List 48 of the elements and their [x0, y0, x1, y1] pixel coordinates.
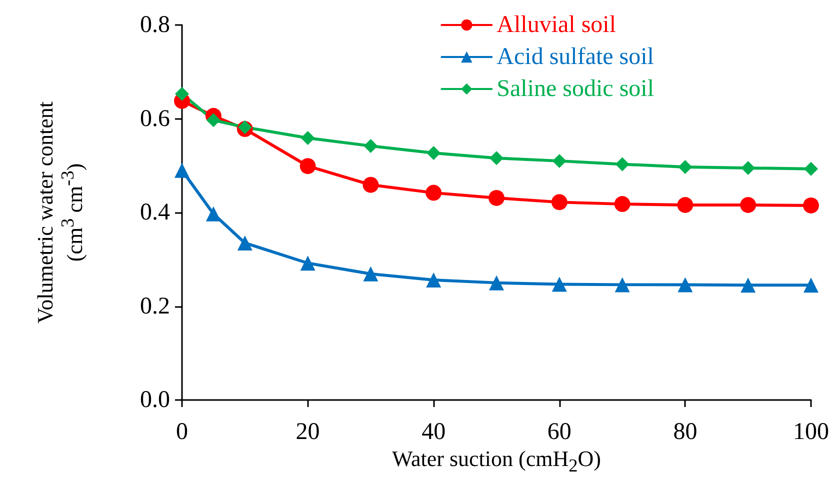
point — [237, 235, 252, 250]
point — [206, 206, 221, 222]
point — [615, 157, 630, 172]
point — [614, 196, 630, 212]
point — [300, 256, 316, 271]
point — [426, 146, 441, 160]
point — [174, 162, 190, 178]
point — [677, 197, 694, 213]
point — [740, 197, 756, 213]
x-tick-label: 80 — [673, 419, 698, 445]
point — [490, 151, 504, 166]
x-tick-label: 60 — [547, 419, 572, 445]
legend-label: Alluvial soil — [496, 12, 616, 38]
point — [175, 86, 189, 101]
point — [364, 138, 378, 153]
point — [804, 278, 818, 293]
point — [551, 194, 568, 210]
point — [740, 278, 756, 293]
x-tick-label: 40 — [422, 419, 446, 445]
y-tick-label: 0.8 — [140, 12, 170, 38]
point — [426, 184, 442, 201]
y-tick-label: 0.6 — [140, 106, 170, 132]
legend-label: Saline sodic soil — [496, 76, 654, 102]
point — [488, 190, 504, 206]
point — [741, 160, 756, 175]
point — [678, 277, 693, 292]
point — [206, 113, 220, 128]
point — [426, 272, 442, 288]
point — [552, 154, 566, 168]
x-axis-title: Water suction (cmH$_{2}$O) — [392, 446, 602, 476]
x-tick-label: 20 — [296, 419, 320, 445]
point — [489, 275, 504, 290]
point — [803, 197, 819, 214]
y-tick-label: 0.0 — [140, 387, 170, 413]
y-tick-label: 0.2 — [140, 293, 170, 320]
y-tick-label: 0.4 — [140, 200, 170, 226]
x-tick-label: 0 — [176, 419, 188, 445]
point — [678, 160, 692, 174]
point — [363, 266, 378, 282]
point — [552, 276, 567, 292]
legend-label: Acid sulfate soil — [496, 44, 654, 70]
point — [300, 158, 316, 174]
point — [362, 176, 379, 193]
point — [804, 162, 818, 176]
x-tick-label: 100 — [793, 419, 829, 445]
point — [300, 130, 315, 145]
point — [614, 277, 630, 292]
point — [238, 120, 252, 134]
